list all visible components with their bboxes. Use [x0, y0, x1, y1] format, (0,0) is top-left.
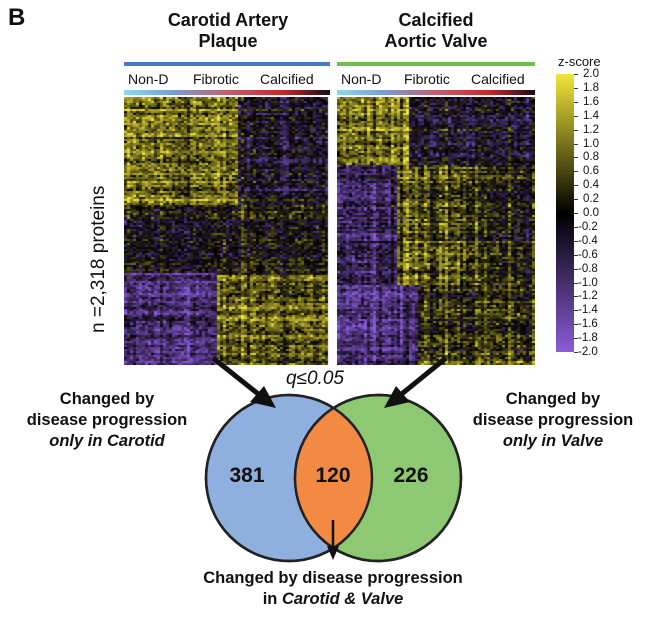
carotid-heatmap	[124, 97, 330, 365]
valve-title-line2: Aortic Valve	[384, 31, 488, 51]
overlap-region	[295, 395, 372, 561]
colorbar-tick-label: -2.0	[578, 346, 598, 358]
right-arrow-shaft	[396, 356, 448, 399]
colorbar-tick-mark	[574, 87, 578, 89]
carotid-title-line2: Plaque	[198, 31, 258, 51]
colorbar-tick-label: 2.0	[583, 68, 599, 80]
valve-caption-line2: disease progression	[472, 411, 634, 429]
colorbar-tick-label: 1.8	[583, 81, 599, 94]
colorbar-tick-label: 0.4	[583, 179, 599, 192]
colorbar-tick-mark	[574, 143, 578, 145]
colorbar-tick-mark	[574, 254, 578, 256]
valve-only-caption: Changed by disease progression only in V…	[448, 389, 658, 452]
colorbar-tick-mark	[574, 199, 578, 201]
carotid-heatmap-title: Carotid Artery Plaque	[130, 10, 326, 52]
colorbar-tick-label: -0.6	[578, 248, 598, 261]
valve-only-count: 226	[393, 464, 429, 487]
overlap-count: 120	[315, 464, 351, 487]
colorbar-tick-label: 0.2	[583, 193, 599, 206]
colorbar-tick-label: -0.4	[578, 234, 598, 247]
colorbar-gradient	[556, 74, 574, 352]
colorbar-tick-mark	[574, 185, 578, 187]
colorbar-tick-label: -1.4	[578, 304, 598, 317]
valve-stage-gradient-bar	[337, 90, 535, 95]
colorbar-tick-mark	[574, 115, 578, 117]
valve-heatmap	[337, 97, 535, 365]
colorbar-tick-mark	[574, 338, 578, 340]
carotid-stage-fibrotic: Fibrotic	[193, 71, 239, 87]
carotid-circle-outline	[204, 393, 374, 563]
shared-caption-line2: in Carotid & Valve	[262, 590, 404, 608]
colorbar-tick-label: 1.4	[583, 109, 599, 122]
carotid-group-bar	[124, 62, 330, 66]
left-arrow-head	[250, 386, 276, 408]
shared-caption-line1: Changed by disease progression	[203, 569, 463, 587]
colorbar-tick-mark	[574, 282, 578, 284]
colorbar-tick-mark	[574, 171, 578, 173]
colorbar-tick-label: 1.6	[583, 95, 599, 108]
carotid-stage-gradient-bar	[124, 90, 330, 95]
valve-group-bar	[337, 62, 535, 66]
colorbar-tick-mark	[574, 157, 578, 159]
carotid-caption-line3: only in Carotid	[49, 432, 165, 450]
valve-circle-outline	[293, 393, 463, 563]
colorbar-tick-mark	[574, 296, 578, 298]
valve-stage-calcified: Calcified	[471, 71, 525, 87]
colorbar-tick-label: -1.2	[578, 290, 598, 303]
carotid-stage-nond: Non-D	[128, 71, 169, 87]
colorbar-tick-mark	[574, 129, 578, 131]
carotid-only-count: 381	[229, 464, 265, 487]
colorbar-tick-label: -1.0	[578, 276, 598, 289]
carotid-title-line1: Carotid Artery	[167, 10, 289, 30]
colorbar-tick-label: -1.8	[578, 332, 598, 345]
bottom-arrow-head	[327, 546, 339, 560]
valve-title-line1: Calcified	[398, 10, 474, 30]
colorbar-tick-label: 1.2	[583, 123, 599, 136]
panel-label: B	[8, 4, 26, 31]
colorbar-tick-mark	[574, 213, 578, 214]
carotid-caption-line2: disease progression	[26, 411, 188, 429]
colorbar-tick-label: -1.6	[578, 318, 598, 331]
colorbar-tick-mark	[574, 101, 578, 103]
colorbar-tick-label: 1.0	[583, 137, 599, 150]
carotid-only-caption: Changed by disease progression only in C…	[2, 389, 212, 452]
colorbar-tick-mark	[574, 310, 578, 312]
colorbar-title: z-score	[558, 54, 601, 69]
right-arrow-head	[384, 386, 410, 408]
colorbar-tick-mark	[574, 352, 578, 353]
colorbar-tick-mark	[574, 226, 578, 228]
valve-caption-line1: Changed by	[505, 390, 601, 408]
colorbar-tick-label: -0.2	[578, 220, 598, 233]
colorbar-tick-label: 0.6	[583, 165, 599, 178]
colorbar-tick-label: 0.0	[583, 207, 599, 219]
carotid-caption-line1: Changed by	[59, 390, 155, 408]
left-arrow-shaft	[211, 356, 264, 399]
colorbar-tick-mark	[574, 268, 578, 270]
valve-caption-line3: only in Valve	[502, 432, 604, 450]
valve-heatmap-title: Calcified Aortic Valve	[338, 10, 534, 52]
colorbar-tick-mark	[574, 324, 578, 326]
shared-caption: Changed by disease progression in Caroti…	[130, 568, 536, 610]
valve-stage-fibrotic: Fibrotic	[404, 71, 450, 87]
q-threshold-label: q≤0.05	[286, 368, 344, 389]
colorbar-tick-mark	[574, 74, 578, 75]
colorbar-tick-label: 0.8	[583, 151, 599, 164]
carotid-stage-calcified: Calcified	[260, 71, 314, 87]
colorbar-tick-mark	[574, 240, 578, 242]
colorbar-tick-label: -0.8	[578, 262, 598, 275]
valve-stage-nond: Non-D	[341, 71, 382, 87]
